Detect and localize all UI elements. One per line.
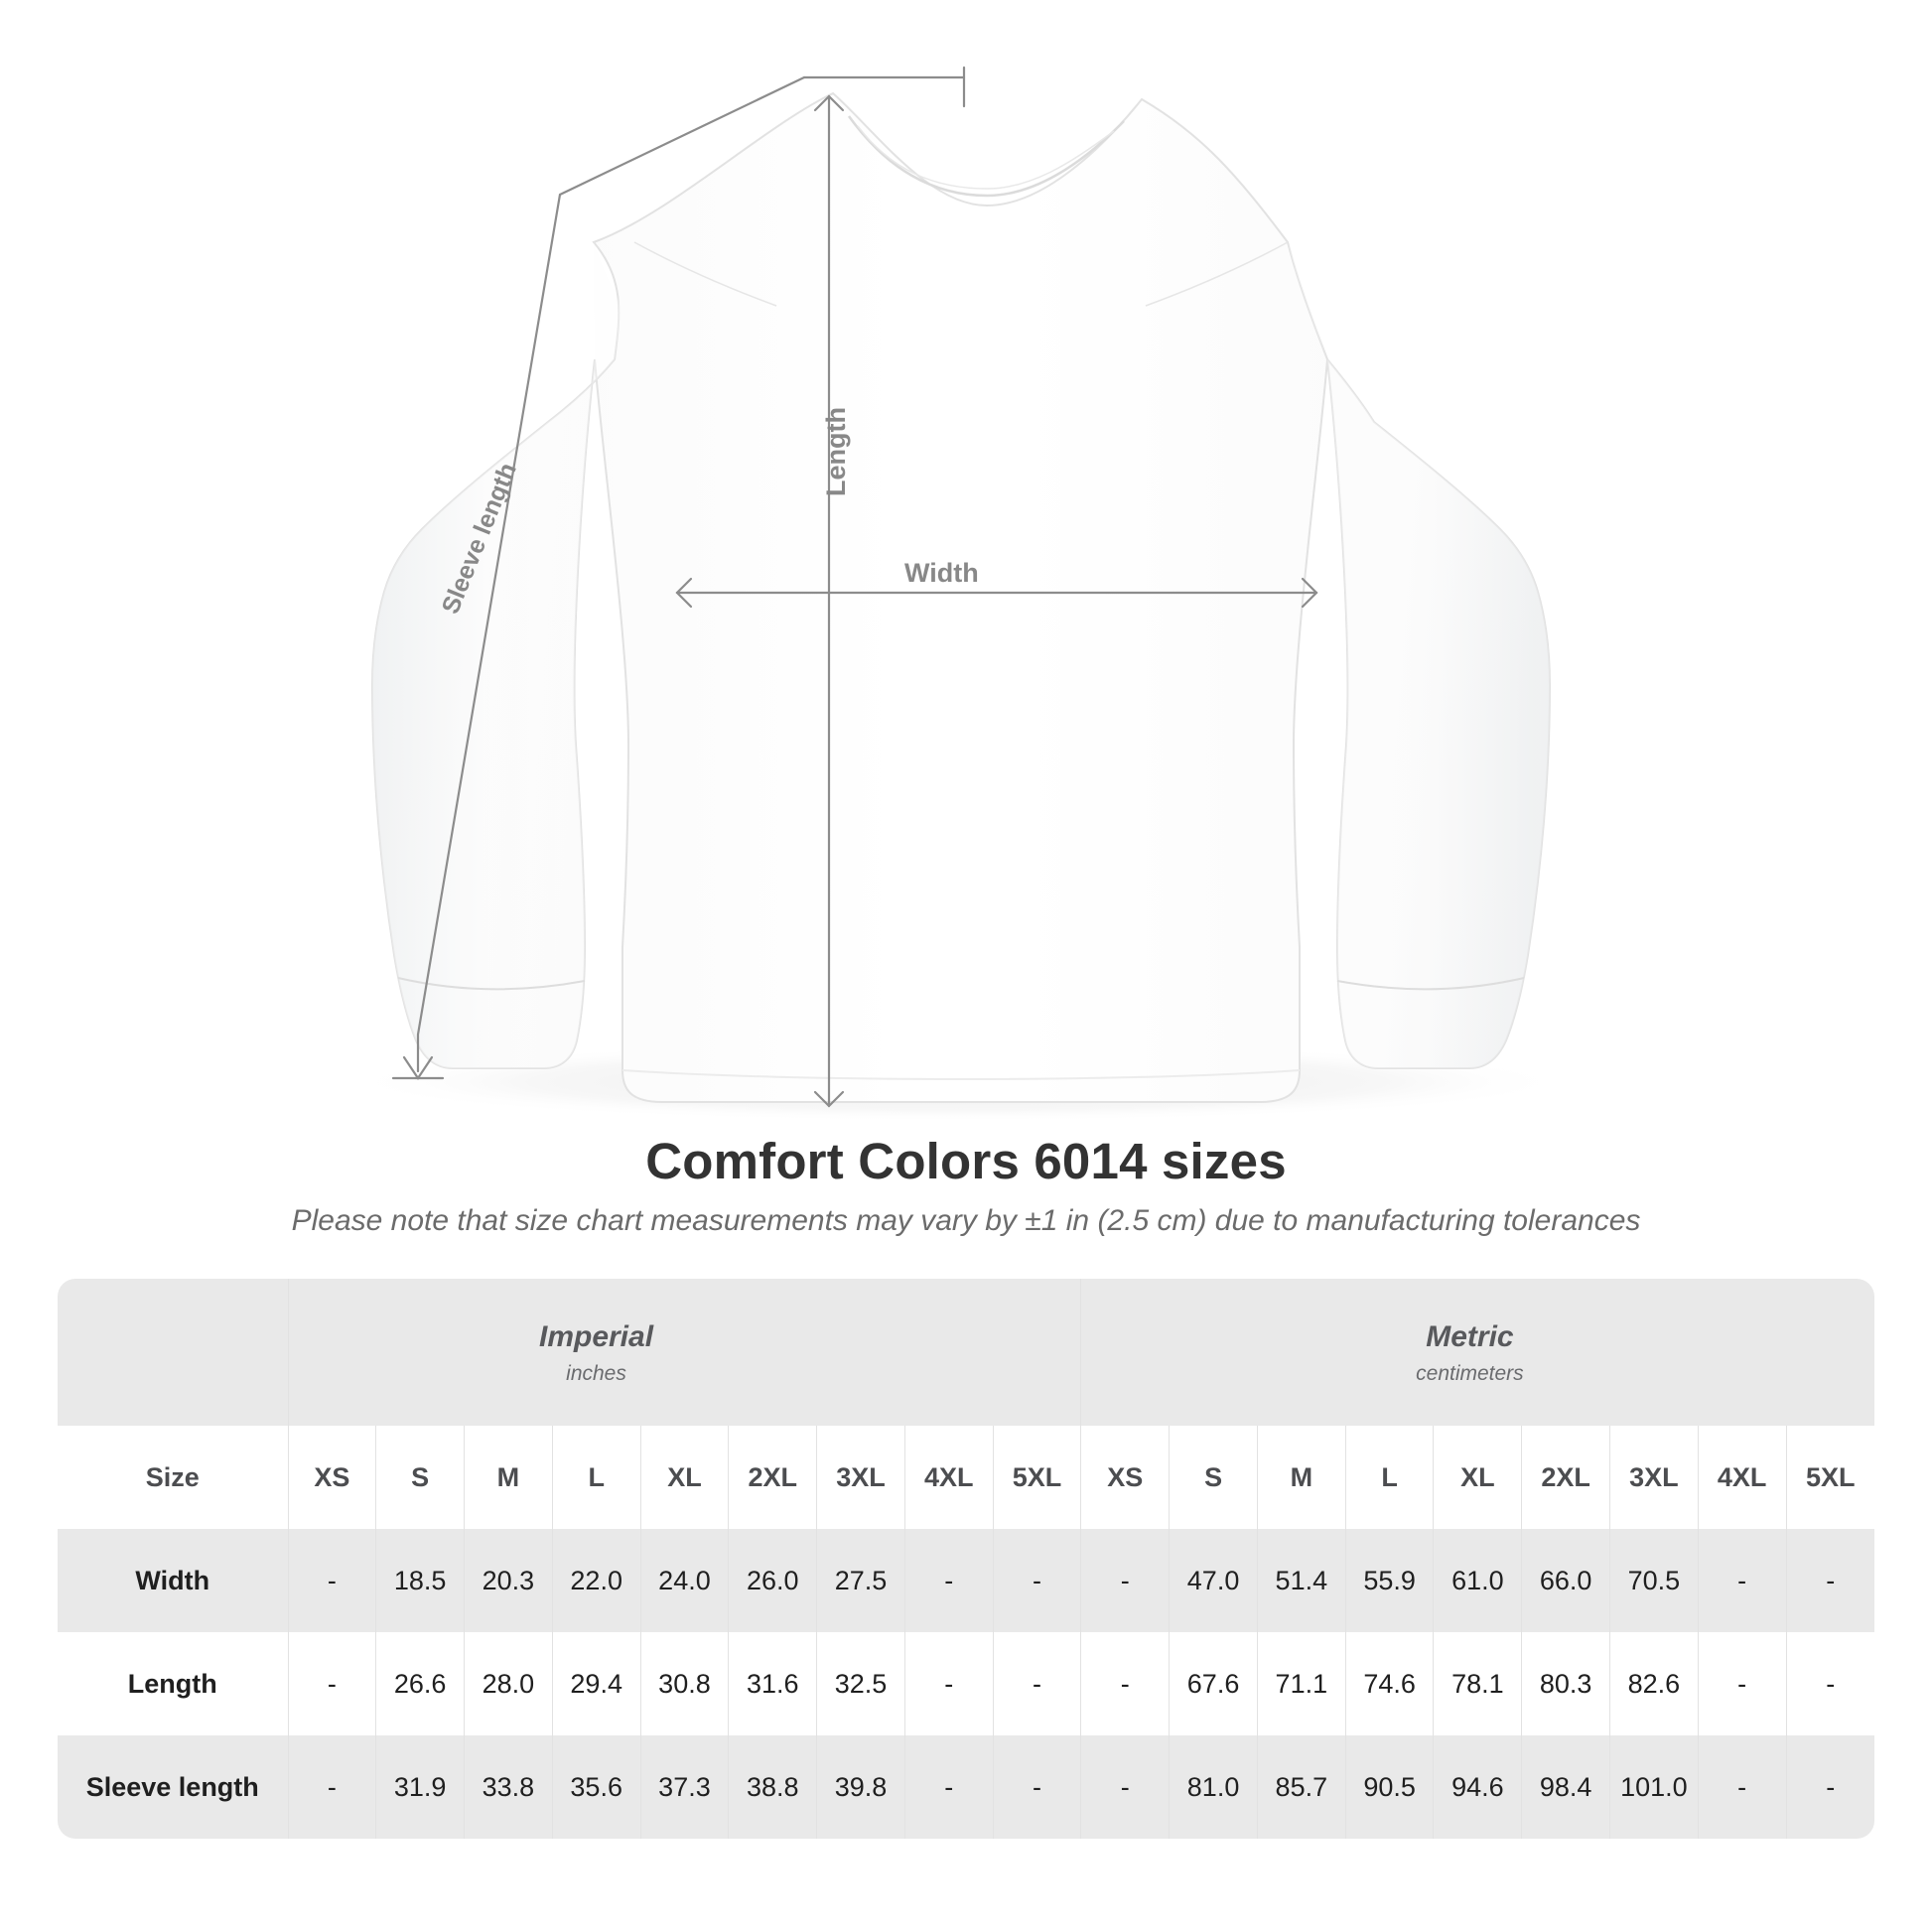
- svg-text:Width: Width: [904, 558, 979, 588]
- svg-text:Length: Length: [821, 407, 851, 496]
